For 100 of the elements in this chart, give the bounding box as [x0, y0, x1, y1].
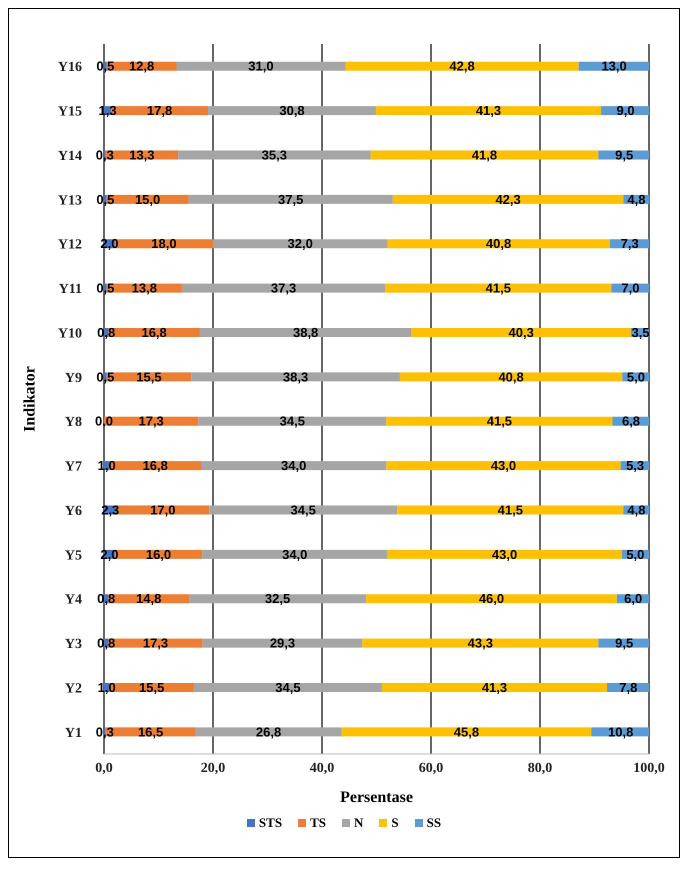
- data-label: 0,0: [94, 414, 114, 429]
- data-label: 35,3: [262, 147, 287, 162]
- data-label: 0,8: [97, 324, 116, 340]
- y-tick-label: Y1: [64, 726, 82, 741]
- data-label: 0,5: [96, 58, 114, 74]
- x-axis-title: Persentase: [340, 789, 413, 806]
- data-label: 37,3: [270, 280, 296, 296]
- data-label: 41,5: [486, 280, 511, 296]
- y-tick-label: Y2: [64, 681, 82, 696]
- data-label: 32,5: [264, 591, 290, 606]
- data-label: 16,8: [141, 324, 167, 340]
- legend-label: STS: [258, 815, 282, 831]
- data-label: 43,3: [468, 636, 493, 651]
- legend-label: S: [391, 815, 399, 831]
- data-label: 17,8: [146, 103, 172, 118]
- data-label: 6,0: [624, 591, 642, 606]
- x-tick-label: 100,0: [633, 760, 665, 776]
- data-label: 0,5: [96, 192, 114, 207]
- data-label: 4,8: [627, 192, 646, 207]
- data-label: 5,3: [626, 458, 644, 474]
- legend-label: SS: [426, 815, 442, 831]
- data-label: 46,0: [478, 591, 504, 606]
- data-label: 41,5: [486, 414, 512, 429]
- data-label: 42,3: [495, 192, 521, 207]
- data-label: 4,8: [627, 502, 646, 518]
- data-label: 41,3: [482, 680, 508, 695]
- data-label: 32,0: [288, 236, 313, 252]
- data-label: 41,5: [498, 502, 523, 518]
- data-label: 15,0: [134, 192, 160, 207]
- y-tick-label: Y3: [64, 637, 82, 652]
- data-label: 1,0: [98, 458, 116, 474]
- x-tick-label: 0,0: [95, 760, 113, 776]
- data-label: 12,8: [128, 58, 154, 74]
- data-label: 17,3: [138, 414, 164, 429]
- data-label: 40,3: [508, 324, 534, 340]
- data-label: 26,8: [256, 724, 282, 740]
- data-label: 37,5: [278, 192, 304, 207]
- data-label: 40,8: [486, 236, 512, 252]
- data-label: 9,5: [615, 636, 634, 651]
- x-tick-label: 40,0: [310, 760, 334, 776]
- data-label: 7,0: [621, 280, 640, 296]
- data-label: 41,3: [476, 103, 502, 118]
- data-label: 7,3: [620, 236, 639, 252]
- data-label: 31,0: [248, 58, 274, 74]
- data-label: 41,8: [472, 147, 498, 162]
- data-label: 0,5: [96, 369, 114, 384]
- y-tick-label: Y15: [58, 104, 82, 120]
- data-label: 0,3: [96, 147, 114, 162]
- data-label: 5,0: [626, 546, 644, 562]
- data-label: 13,3: [129, 147, 155, 162]
- data-label: 29,3: [270, 636, 296, 651]
- data-label: 0,8: [97, 636, 116, 651]
- y-axis-title: Indikator: [22, 366, 39, 432]
- x-tick-label: 60,0: [418, 760, 444, 776]
- legend-label: N: [354, 815, 364, 831]
- data-label: 43,0: [492, 546, 518, 562]
- data-label: 43,0: [490, 458, 516, 474]
- y-tick-label: Y9: [64, 370, 82, 386]
- data-label: 7,8: [619, 680, 638, 695]
- y-tick-label: Y14: [58, 148, 82, 164]
- data-label: 9,0: [616, 103, 635, 118]
- legend-label: TS: [310, 815, 326, 831]
- data-label: 13,8: [132, 280, 157, 296]
- data-label: 6,8: [622, 414, 640, 429]
- data-label: 15,5: [136, 369, 162, 384]
- x-tick-label: 20,0: [200, 760, 226, 776]
- y-tick-label: Y16: [58, 60, 82, 76]
- data-label: 5,0: [626, 369, 645, 384]
- data-label: 42,8: [449, 58, 475, 74]
- y-tick-label: Y5: [64, 548, 82, 564]
- data-label: 38,3: [282, 369, 308, 384]
- data-label: 38,8: [292, 324, 318, 340]
- data-label: 15,5: [139, 680, 164, 695]
- y-tick-label: Y7: [64, 460, 82, 475]
- data-label: 34,0: [281, 458, 306, 474]
- y-tick-label: Y4: [64, 592, 82, 608]
- data-label: 18,0: [151, 236, 177, 252]
- data-label: 14,8: [136, 591, 162, 606]
- x-tick-label: 80,0: [528, 760, 552, 776]
- y-tick-label: Y8: [64, 415, 82, 430]
- data-label: 16,5: [138, 724, 164, 740]
- y-tick-label: Y6: [64, 504, 82, 519]
- data-label: 40,8: [498, 369, 524, 384]
- y-tick-label: Y11: [58, 282, 82, 298]
- data-label: 34,0: [282, 546, 308, 562]
- data-label: 1,3: [98, 103, 117, 118]
- data-label: 3,5: [632, 324, 650, 340]
- y-tick-label: Y10: [58, 326, 82, 342]
- data-label: 0,5: [96, 280, 114, 296]
- data-label: 45,8: [454, 724, 480, 740]
- data-label: 16,0: [146, 546, 172, 562]
- data-label: 34,5: [280, 414, 305, 429]
- data-label: 0,8: [97, 591, 116, 606]
- data-label: 1,0: [98, 680, 116, 695]
- data-label: 34,5: [290, 502, 316, 518]
- data-label: 0,3: [96, 724, 114, 740]
- y-tick-label: Y12: [58, 238, 82, 253]
- data-label: 16,8: [142, 458, 168, 474]
- data-label: 34,5: [275, 680, 301, 695]
- data-label: 17,0: [150, 502, 176, 518]
